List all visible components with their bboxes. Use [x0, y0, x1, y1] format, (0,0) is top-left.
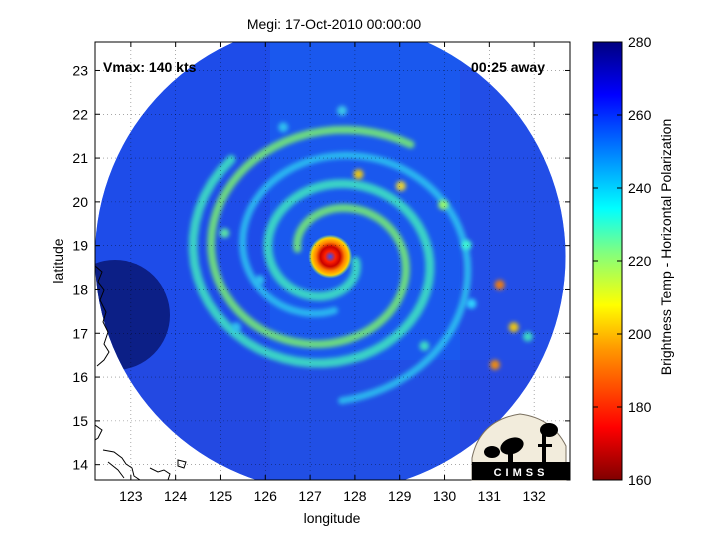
y-axis-label: latitude	[50, 238, 66, 283]
x-tick-label: 126	[254, 488, 278, 504]
convective-cell	[489, 359, 500, 370]
y-tick-label: 22	[72, 106, 88, 122]
colorbar-tick-label: 160	[628, 472, 652, 488]
y-tick-label: 14	[72, 457, 88, 473]
x-tick-label: 123	[119, 488, 143, 504]
axis-ticks: 123 124 125 126 127 128 129 130 131 132 14 15 16 17 18…	[72, 42, 570, 504]
x-axis-label: longitude	[304, 510, 361, 526]
y-tick-label: 17	[72, 325, 88, 341]
y-tick-label: 15	[72, 413, 88, 429]
y-tick-label: 23	[72, 62, 88, 78]
cimss-logo: CIMSS	[471, 413, 570, 481]
x-tick-label: 127	[298, 488, 322, 504]
convective-cell	[231, 322, 242, 333]
convective-cell	[353, 169, 364, 180]
x-tick-label: 131	[478, 488, 502, 504]
x-tick-label: 124	[164, 488, 188, 504]
convective-cell	[508, 322, 519, 333]
time-away-annotation: 00:25 away	[471, 59, 545, 75]
y-tick-label: 21	[72, 150, 88, 166]
x-tick-label: 130	[433, 488, 457, 504]
colorbar-tick-label: 280	[628, 34, 652, 50]
x-tick-label: 129	[388, 488, 412, 504]
colorbar-ticks: 160 180 200 220 240 260 280	[593, 34, 652, 488]
x-tick-label: 125	[209, 488, 233, 504]
convective-cell	[219, 228, 230, 239]
eyewall	[308, 234, 353, 279]
vmax-annotation: Vmax: 140 kts	[103, 59, 197, 75]
colorbar-tick-label: 180	[628, 399, 652, 415]
rainband	[188, 154, 435, 368]
y-tick-label: 20	[72, 194, 88, 210]
colorbar-tick-label: 260	[628, 107, 652, 123]
convective-cell	[522, 331, 533, 342]
convective-cell	[254, 275, 265, 286]
convective-cell	[466, 298, 477, 309]
y-tick-label: 16	[72, 369, 88, 385]
convective-cell	[438, 199, 449, 210]
convective-cells	[219, 105, 533, 370]
chart-title: Megi: 17-Oct-2010 00:00:00	[247, 16, 422, 32]
plot-frame	[94, 41, 571, 481]
colorbar-label: Brightness Temp - Horizontal Polarizatio…	[658, 119, 674, 376]
cold-ocean-patch	[95, 260, 170, 370]
y-tick-label: 18	[72, 281, 88, 297]
rainband	[239, 151, 472, 405]
x-tick-label: 132	[522, 488, 546, 504]
colorbar-tick-label: 240	[628, 180, 652, 196]
convective-cell	[419, 341, 430, 352]
colorbar-tick-label: 200	[628, 326, 652, 342]
convective-cell	[278, 122, 289, 133]
colorbar-tick-label: 220	[628, 253, 652, 269]
convective-cell	[494, 279, 505, 290]
convective-cell	[461, 239, 472, 250]
cimss-logo-text: CIMSS	[494, 467, 549, 479]
convective-cell	[395, 181, 406, 192]
coastline	[95, 265, 187, 480]
convective-cell	[337, 105, 348, 116]
y-tick-label: 19	[72, 238, 88, 254]
x-tick-label: 128	[343, 488, 367, 504]
